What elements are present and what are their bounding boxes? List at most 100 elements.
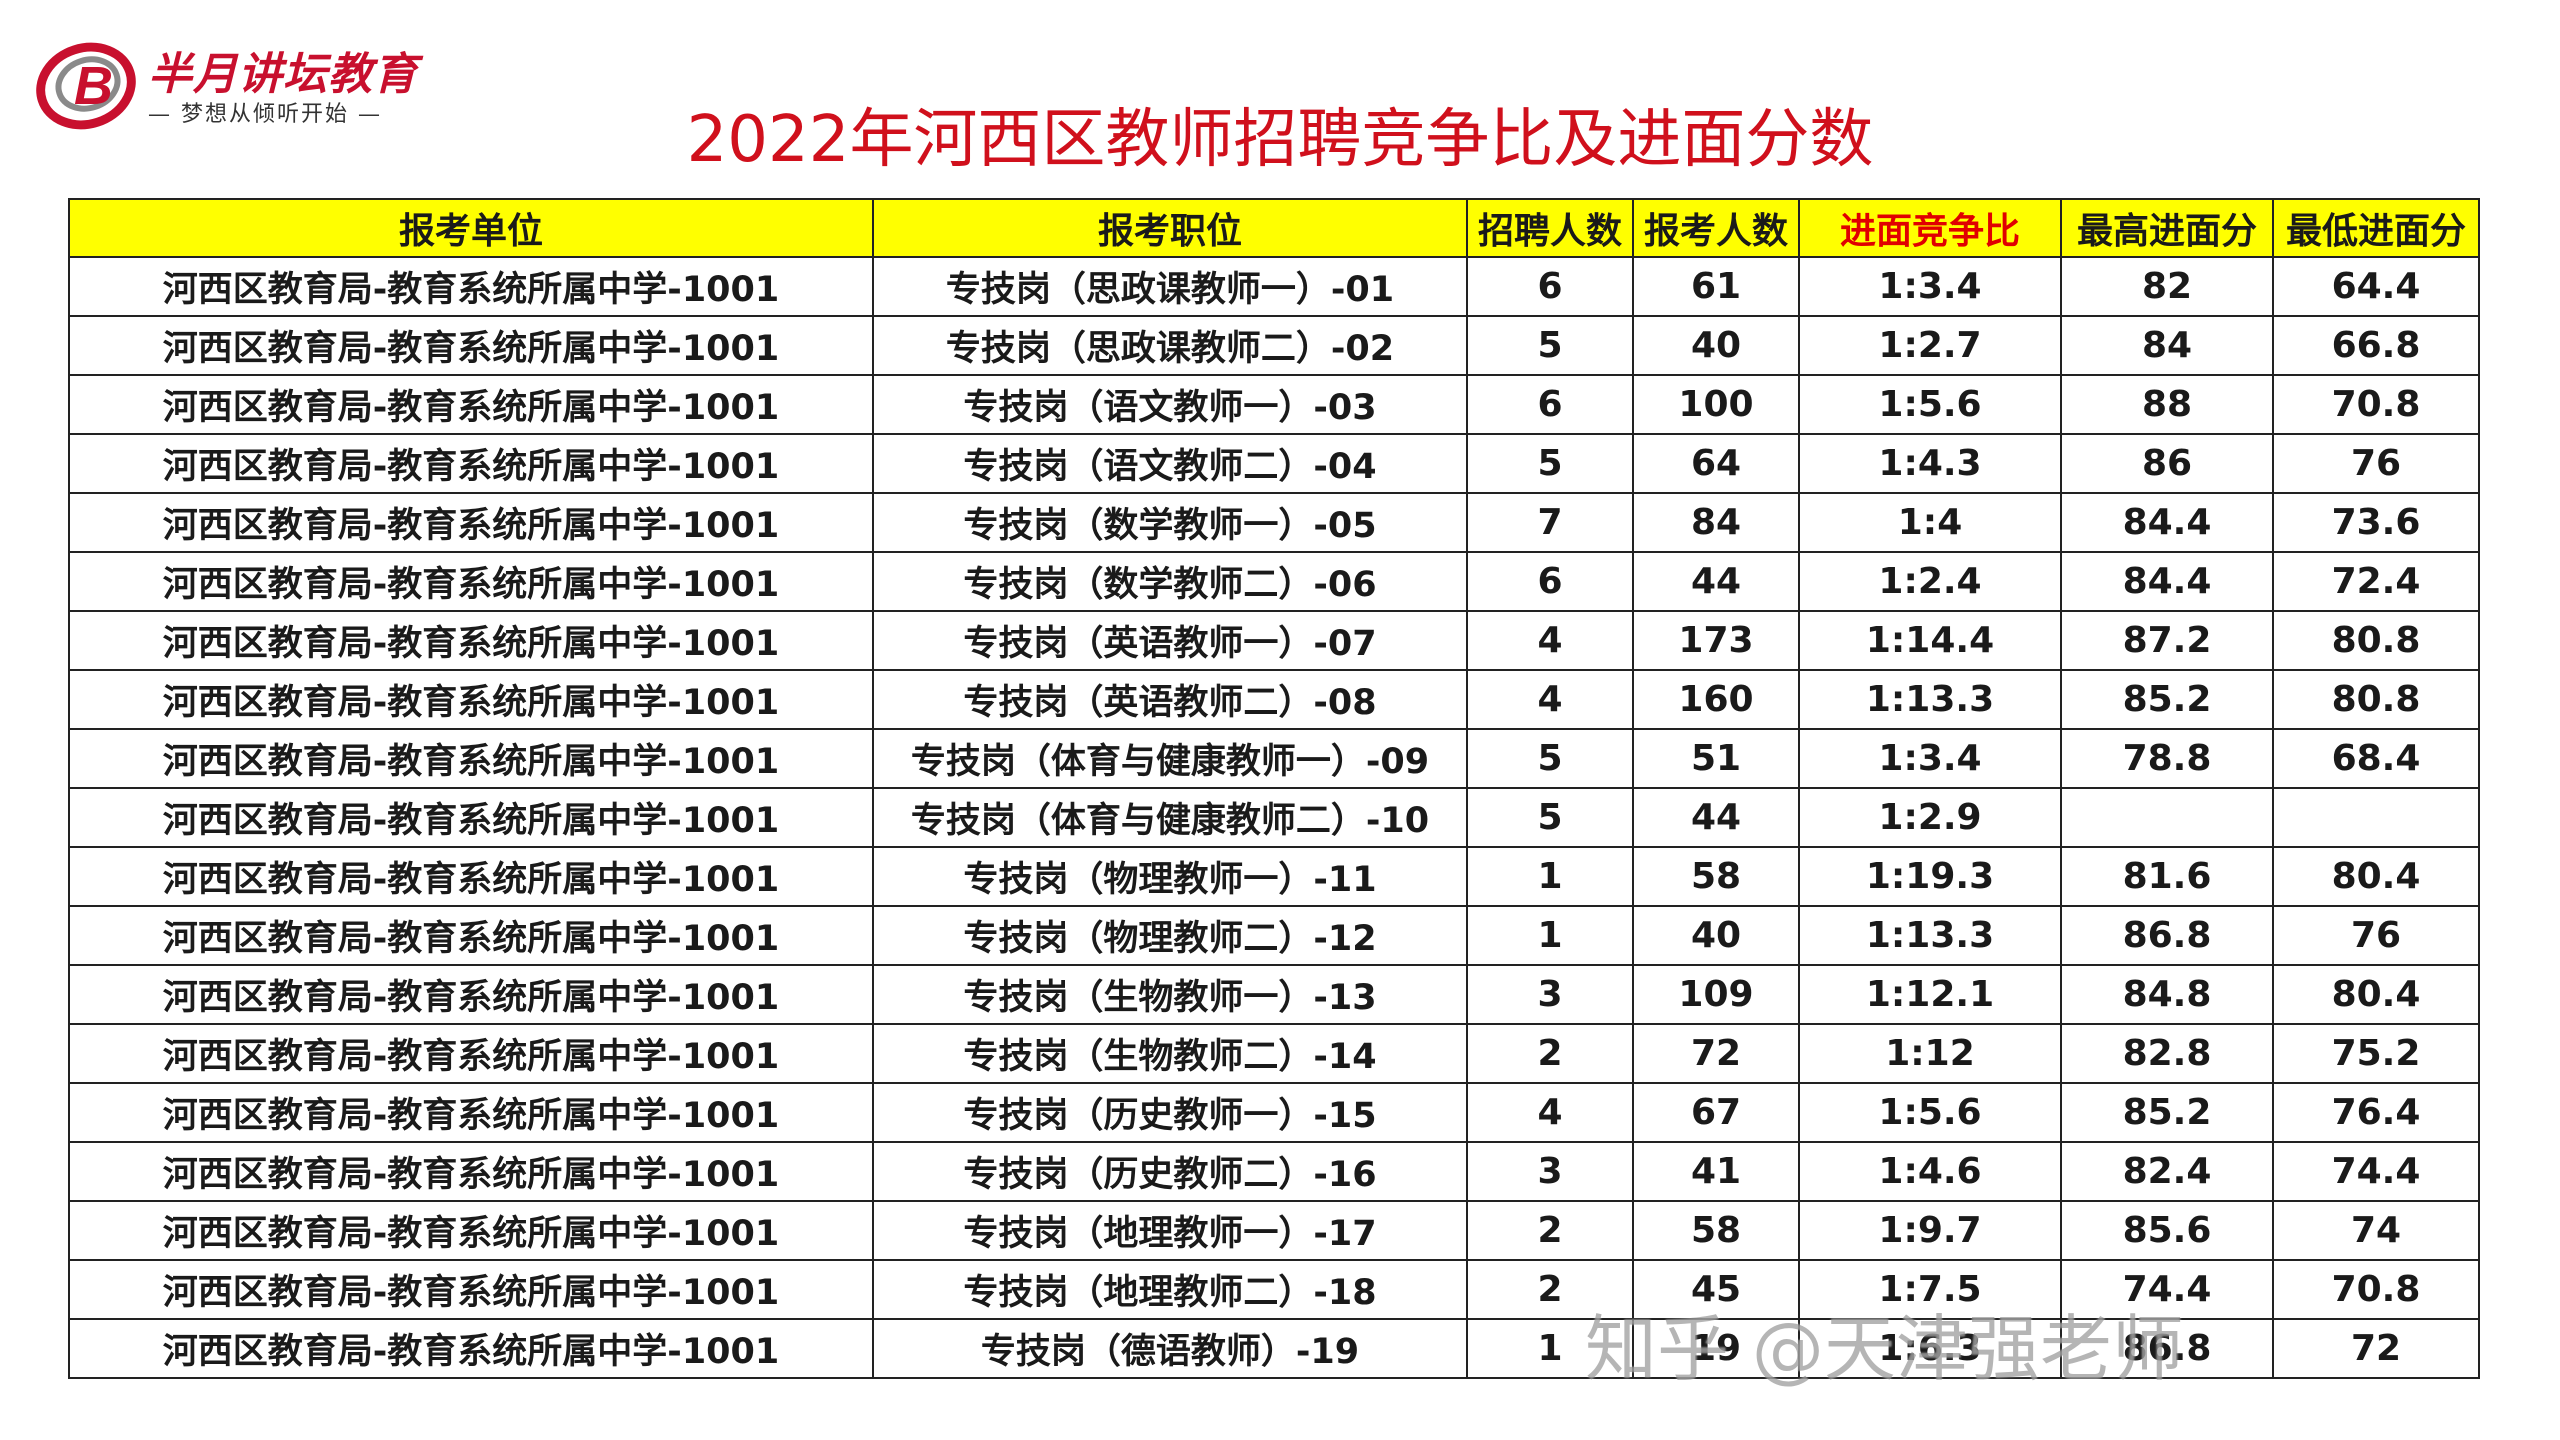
unit-cell: 河西区教育局-教育系统所属中学-1001 (68, 669, 874, 730)
hire-count-cell: 4 (1466, 610, 1634, 671)
hire-count-cell: 4 (1466, 669, 1634, 730)
logo: B 半月讲坛教育 — 梦想从倾听开始 — (36, 34, 436, 134)
ratio-cell: 1:4.3 (1798, 433, 2062, 494)
position-cell: 专技岗（物理教师一）-11 (872, 846, 1468, 907)
min-score-cell: 80.8 (2272, 669, 2480, 730)
svg-text:B: B (74, 56, 113, 116)
hire-count-cell: 3 (1466, 1141, 1634, 1202)
max-score-cell: 84 (2060, 315, 2274, 376)
hire-count-cell: 5 (1466, 728, 1634, 789)
ratio-cell: 1:19.3 (1798, 846, 2062, 907)
unit-cell: 河西区教育局-教育系统所属中学-1001 (68, 1082, 874, 1143)
applicant-count-cell: 41 (1632, 1141, 1800, 1202)
applicant-count-cell: 19 (1632, 1318, 1800, 1379)
table-row: 河西区教育局-教育系统所属中学-1001 专技岗（语文教师一）-03 6 100 1:5… (68, 374, 2480, 435)
ratio-cell: 1:7.5 (1798, 1259, 2062, 1320)
applicant-count-cell: 67 (1632, 1082, 1800, 1143)
unit-cell: 河西区教育局-教育系统所属中学-1001 (68, 1023, 874, 1084)
applicant-count-cell: 72 (1632, 1023, 1800, 1084)
table-row: 河西区教育局-教育系统所属中学-1001 专技岗（地理教师一）-17 2 58 1:9.… (68, 1200, 2480, 1261)
score-table: 报考单位 报考职位 招聘人数 报考人数 进面竞争比 最高进面分 最低进面分 河西… (68, 198, 2480, 1379)
hire-count-cell: 5 (1466, 315, 1634, 376)
max-score-cell: 86 (2060, 433, 2274, 494)
max-score-cell: 78.8 (2060, 728, 2274, 789)
max-score-cell: 85.6 (2060, 1200, 2274, 1261)
min-score-cell: 76.4 (2272, 1082, 2480, 1143)
table-row: 河西区教育局-教育系统所属中学-1001 专技岗（物理教师一）-11 1 58 1:19… (68, 846, 2480, 907)
position-cell: 专技岗（英语教师二）-08 (872, 669, 1468, 730)
min-score-cell: 70.8 (2272, 1259, 2480, 1320)
min-score-cell: 75.2 (2272, 1023, 2480, 1084)
applicant-count-cell: 40 (1632, 315, 1800, 376)
unit-cell: 河西区教育局-教育系统所属中学-1001 (68, 846, 874, 907)
min-score-cell (2272, 787, 2480, 848)
min-score-cell: 70.8 (2272, 374, 2480, 435)
min-score-cell: 64.4 (2272, 256, 2480, 317)
position-cell: 专技岗（思政课教师二）-02 (872, 315, 1468, 376)
unit-cell: 河西区教育局-教育系统所属中学-1001 (68, 1259, 874, 1320)
ratio-cell: 1:5.6 (1798, 374, 2062, 435)
position-cell: 专技岗（体育与健康教师二）-10 (872, 787, 1468, 848)
max-score-cell: 85.2 (2060, 669, 2274, 730)
table-row: 河西区教育局-教育系统所属中学-1001 专技岗（思政课教师一）-01 6 61 1:3… (68, 256, 2480, 317)
unit-cell: 河西区教育局-教育系统所属中学-1001 (68, 374, 874, 435)
min-score-cell: 74 (2272, 1200, 2480, 1261)
table-row: 河西区教育局-教育系统所属中学-1001 专技岗（体育与健康教师一）-09 5 51 1… (68, 728, 2480, 789)
unit-cell: 河西区教育局-教育系统所属中学-1001 (68, 551, 874, 612)
max-score-cell: 84.8 (2060, 964, 2274, 1025)
hire-count-cell: 3 (1466, 964, 1634, 1025)
table-row: 河西区教育局-教育系统所属中学-1001 专技岗（数学教师一）-05 7 84 1:4 8… (68, 492, 2480, 553)
ratio-cell: 1:9.7 (1798, 1200, 2062, 1261)
applicant-count-cell: 173 (1632, 610, 1800, 671)
max-score-cell: 82.4 (2060, 1141, 2274, 1202)
table-row: 河西区教育局-教育系统所属中学-1001 专技岗（物理教师二）-12 1 40 1:13… (68, 905, 2480, 966)
position-cell: 专技岗（物理教师二）-12 (872, 905, 1468, 966)
position-cell: 专技岗（英语教师一）-07 (872, 610, 1468, 671)
table-row: 河西区教育局-教育系统所属中学-1001 专技岗（生物教师二）-14 2 72 1:12… (68, 1023, 2480, 1084)
hire-count-cell: 6 (1466, 256, 1634, 317)
applicant-count-cell: 40 (1632, 905, 1800, 966)
unit-cell: 河西区教育局-教育系统所属中学-1001 (68, 433, 874, 494)
ratio-cell: 1:2.7 (1798, 315, 2062, 376)
ratio-cell: 1:4 (1798, 492, 2062, 553)
min-score-cell: 73.6 (2272, 492, 2480, 553)
min-score-cell: 80.4 (2272, 964, 2480, 1025)
min-score-cell: 68.4 (2272, 728, 2480, 789)
min-score-cell: 80.8 (2272, 610, 2480, 671)
table-row: 河西区教育局-教育系统所属中学-1001 专技岗（体育与健康教师二）-10 5 44 1… (68, 787, 2480, 848)
position-cell: 专技岗（生物教师一）-13 (872, 964, 1468, 1025)
logo-mark-icon: B (36, 42, 136, 130)
position-cell: 专技岗（体育与健康教师一）-09 (872, 728, 1468, 789)
ratio-cell: 1:13.3 (1798, 905, 2062, 966)
unit-cell: 河西区教育局-教育系统所属中学-1001 (68, 905, 874, 966)
hire-count-cell: 5 (1466, 433, 1634, 494)
position-cell: 专技岗（语文教师一）-03 (872, 374, 1468, 435)
position-cell: 专技岗（思政课教师一）-01 (872, 256, 1468, 317)
unit-cell: 河西区教育局-教育系统所属中学-1001 (68, 1200, 874, 1261)
ratio-cell: 1:12 (1798, 1023, 2062, 1084)
applicant-count-cell: 61 (1632, 256, 1800, 317)
table-row: 河西区教育局-教育系统所属中学-1001 专技岗（英语教师二）-08 4 160 1:1… (68, 669, 2480, 730)
max-score-cell: 84.4 (2060, 551, 2274, 612)
max-score-cell: 82.8 (2060, 1023, 2274, 1084)
table-row: 河西区教育局-教育系统所属中学-1001 专技岗（英语教师一）-07 4 173 1:1… (68, 610, 2480, 671)
position-cell: 专技岗（地理教师一）-17 (872, 1200, 1468, 1261)
max-score-cell: 87.2 (2060, 610, 2274, 671)
hire-count-cell: 1 (1466, 846, 1634, 907)
table-row: 河西区教育局-教育系统所属中学-1001 专技岗（地理教师二）-18 2 45 1:7.… (68, 1259, 2480, 1320)
unit-cell: 河西区教育局-教育系统所属中学-1001 (68, 964, 874, 1025)
max-score-cell: 81.6 (2060, 846, 2274, 907)
max-score-cell: 86.8 (2060, 905, 2274, 966)
ratio-cell: 1:2.9 (1798, 787, 2062, 848)
applicant-count-cell: 160 (1632, 669, 1800, 730)
table-row: 河西区教育局-教育系统所属中学-1001 专技岗（德语教师）-19 1 19 1:6.3… (68, 1318, 2480, 1379)
min-score-cell: 76 (2272, 433, 2480, 494)
ratio-cell: 1:4.6 (1798, 1141, 2062, 1202)
applicant-count-cell: 84 (1632, 492, 1800, 553)
ratio-cell: 1:3.4 (1798, 728, 2062, 789)
applicant-count-cell: 51 (1632, 728, 1800, 789)
min-score-cell: 66.8 (2272, 315, 2480, 376)
table-row: 河西区教育局-教育系统所属中学-1001 专技岗（数学教师二）-06 6 44 1:2.… (68, 551, 2480, 612)
position-cell: 专技岗（数学教师一）-05 (872, 492, 1468, 553)
hire-count-cell: 7 (1466, 492, 1634, 553)
